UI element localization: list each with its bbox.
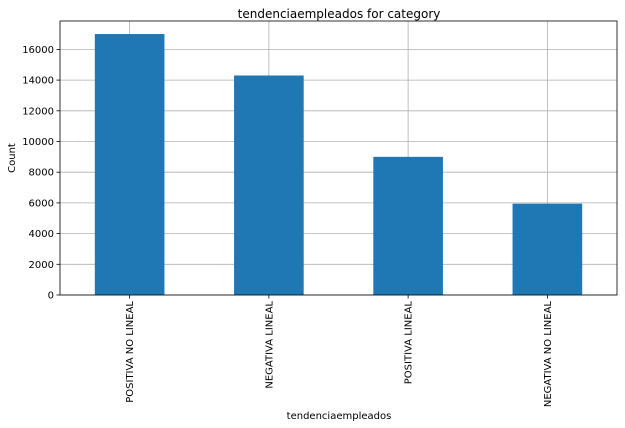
plot-frame bbox=[59, 20, 618, 296]
x-axis-ticks: POSITIVA NO LINEAL NEGATIVA LINEAL POSITIV… bbox=[125, 295, 554, 407]
y-tick-label: 0 bbox=[48, 291, 54, 302]
x-tick-label: POSITIVA LINEAL bbox=[404, 301, 415, 385]
bars bbox=[94, 34, 583, 296]
bar bbox=[512, 203, 583, 295]
y-tick-label: 4000 bbox=[29, 229, 54, 240]
x-tick-label: NEGATIVA NO LINEAL bbox=[543, 301, 554, 408]
y-tick-label: 16000 bbox=[22, 45, 54, 56]
chart-title: tendenciaempleados for category bbox=[238, 7, 441, 21]
bar bbox=[373, 156, 443, 295]
y-tick-label: 14000 bbox=[22, 76, 54, 87]
bar bbox=[234, 75, 304, 295]
y-tick-label: 6000 bbox=[29, 198, 54, 209]
y-tick-label: 10000 bbox=[22, 137, 54, 148]
y-tick-label: 8000 bbox=[29, 168, 54, 179]
y-axis-label: Count bbox=[7, 143, 18, 173]
x-axis-label: tendenciaempleados bbox=[287, 411, 392, 422]
y-axis-ticks: 0 2000 4000 6000 8000 10000 12000 14000 16000 bbox=[22, 45, 60, 302]
y-tick-label: 2000 bbox=[29, 260, 54, 271]
y-tick-label: 12000 bbox=[22, 106, 54, 117]
bar bbox=[94, 34, 165, 296]
x-tick-label: NEGATIVA LINEAL bbox=[264, 301, 275, 389]
x-tick-label: POSITIVA NO LINEAL bbox=[125, 301, 136, 403]
